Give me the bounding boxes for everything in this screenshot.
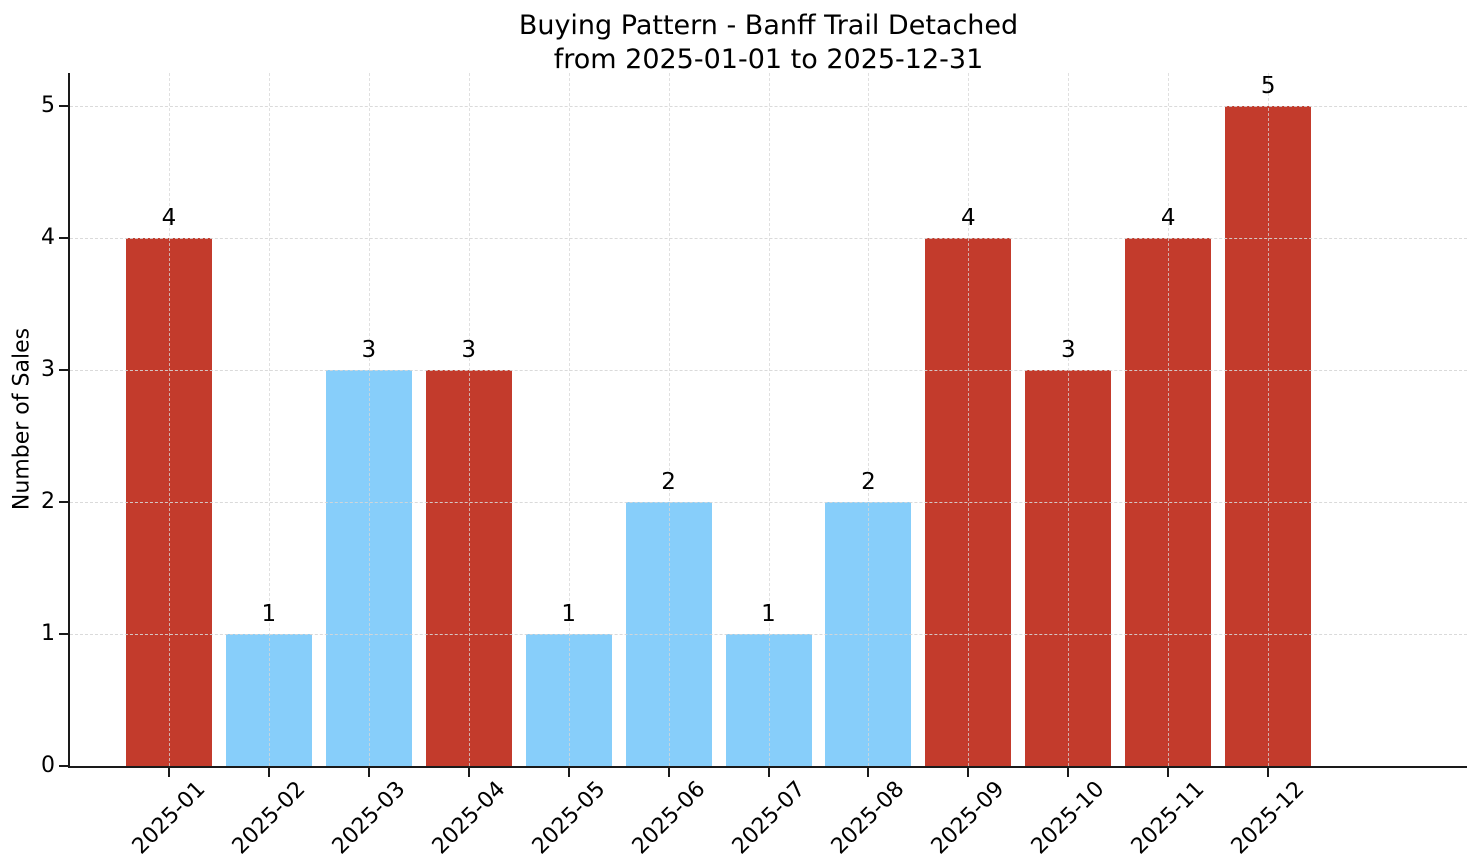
- x-tick-mark: [167, 768, 170, 777]
- y-tick-mark: [59, 237, 68, 239]
- bar-value-label: 3: [361, 337, 377, 363]
- y-tick-mark: [59, 765, 68, 767]
- bar-2025-07: [725, 634, 812, 766]
- x-tick-mark: [967, 768, 970, 777]
- x-tick-mark: [867, 768, 870, 777]
- x-tick-mark: [567, 768, 570, 777]
- y-tick-label: 1: [41, 621, 55, 646]
- x-tick-label: 2025-10: [1026, 776, 1110, 860]
- bar-2025-02: [225, 634, 312, 766]
- bar-value-label: 4: [961, 205, 976, 231]
- bar-value-label: 4: [161, 205, 177, 231]
- y-tick-label: 4: [41, 225, 55, 250]
- y-tick-label: 0: [41, 753, 55, 778]
- x-tick-mark: [467, 768, 470, 777]
- bar-2025-06: [625, 502, 712, 766]
- x-tick-mark: [1267, 768, 1270, 777]
- bar-2025-12: [1225, 106, 1312, 766]
- x-tick-label: 2025-05: [527, 776, 610, 860]
- chart-title: Buying Pattern - Banff Trail Detached fr…: [70, 9, 1467, 77]
- bar-2025-08: [825, 502, 912, 766]
- y-tick-mark: [59, 501, 68, 503]
- x-tick-label: 2025-08: [827, 776, 910, 860]
- chart-title-line2: from 2025-01-01 to 2025-12-31: [553, 44, 984, 75]
- bar-2025-09: [925, 238, 1012, 766]
- y-axis-spine: [68, 73, 70, 768]
- bar-value-label: 4: [1160, 205, 1176, 231]
- bar-value-label: 3: [1060, 337, 1076, 363]
- bar-2025-05: [525, 634, 612, 766]
- x-tick-mark: [667, 768, 670, 777]
- x-tick-label: 2025-12: [1226, 776, 1310, 860]
- plot-area: 4 1 3 3 1 2 1 2 4 3 4 5: [68, 73, 1467, 768]
- bar-value-label: 1: [561, 601, 576, 627]
- x-tick-label: 2025-03: [327, 776, 411, 860]
- y-tick-mark: [59, 633, 68, 635]
- x-tick-label: 2025-04: [427, 776, 511, 860]
- bar-value-label: 3: [461, 337, 477, 363]
- bar-2025-01: [125, 238, 212, 766]
- bar-2025-04: [425, 370, 512, 766]
- x-tick-label: 2025-02: [227, 776, 311, 860]
- x-tick-label: 2025-07: [727, 776, 810, 860]
- bar-value-label: 5: [1260, 73, 1276, 99]
- x-tick-mark: [267, 768, 270, 777]
- x-tick-label: 2025-06: [627, 776, 710, 860]
- x-tick-label: 2025-09: [927, 776, 1010, 860]
- x-tick-label: 2025-11: [1126, 776, 1210, 860]
- bar-value-label: 1: [761, 601, 776, 627]
- y-tick-mark: [59, 105, 68, 107]
- x-tick-mark: [1167, 768, 1170, 777]
- y-tick-label: 3: [41, 357, 55, 382]
- bar-2025-11: [1125, 238, 1212, 766]
- chart-title-line1: Buying Pattern - Banff Trail Detached: [518, 10, 1019, 41]
- bar-2025-10: [1025, 370, 1112, 766]
- x-tick-mark: [767, 768, 770, 777]
- x-tick-mark: [367, 768, 370, 777]
- y-tick-label: 2: [41, 489, 55, 514]
- y-tick-mark: [59, 369, 68, 371]
- bar-2025-03: [325, 370, 412, 766]
- y-tick-label: 5: [41, 93, 55, 118]
- bar-value-label: 2: [861, 469, 876, 495]
- bar-value-label: 1: [261, 601, 277, 627]
- x-axis-spine: [68, 766, 1467, 768]
- bar-value-label: 2: [661, 469, 676, 495]
- x-tick-mark: [1067, 768, 1070, 777]
- x-tick-label: 2025-01: [127, 776, 211, 860]
